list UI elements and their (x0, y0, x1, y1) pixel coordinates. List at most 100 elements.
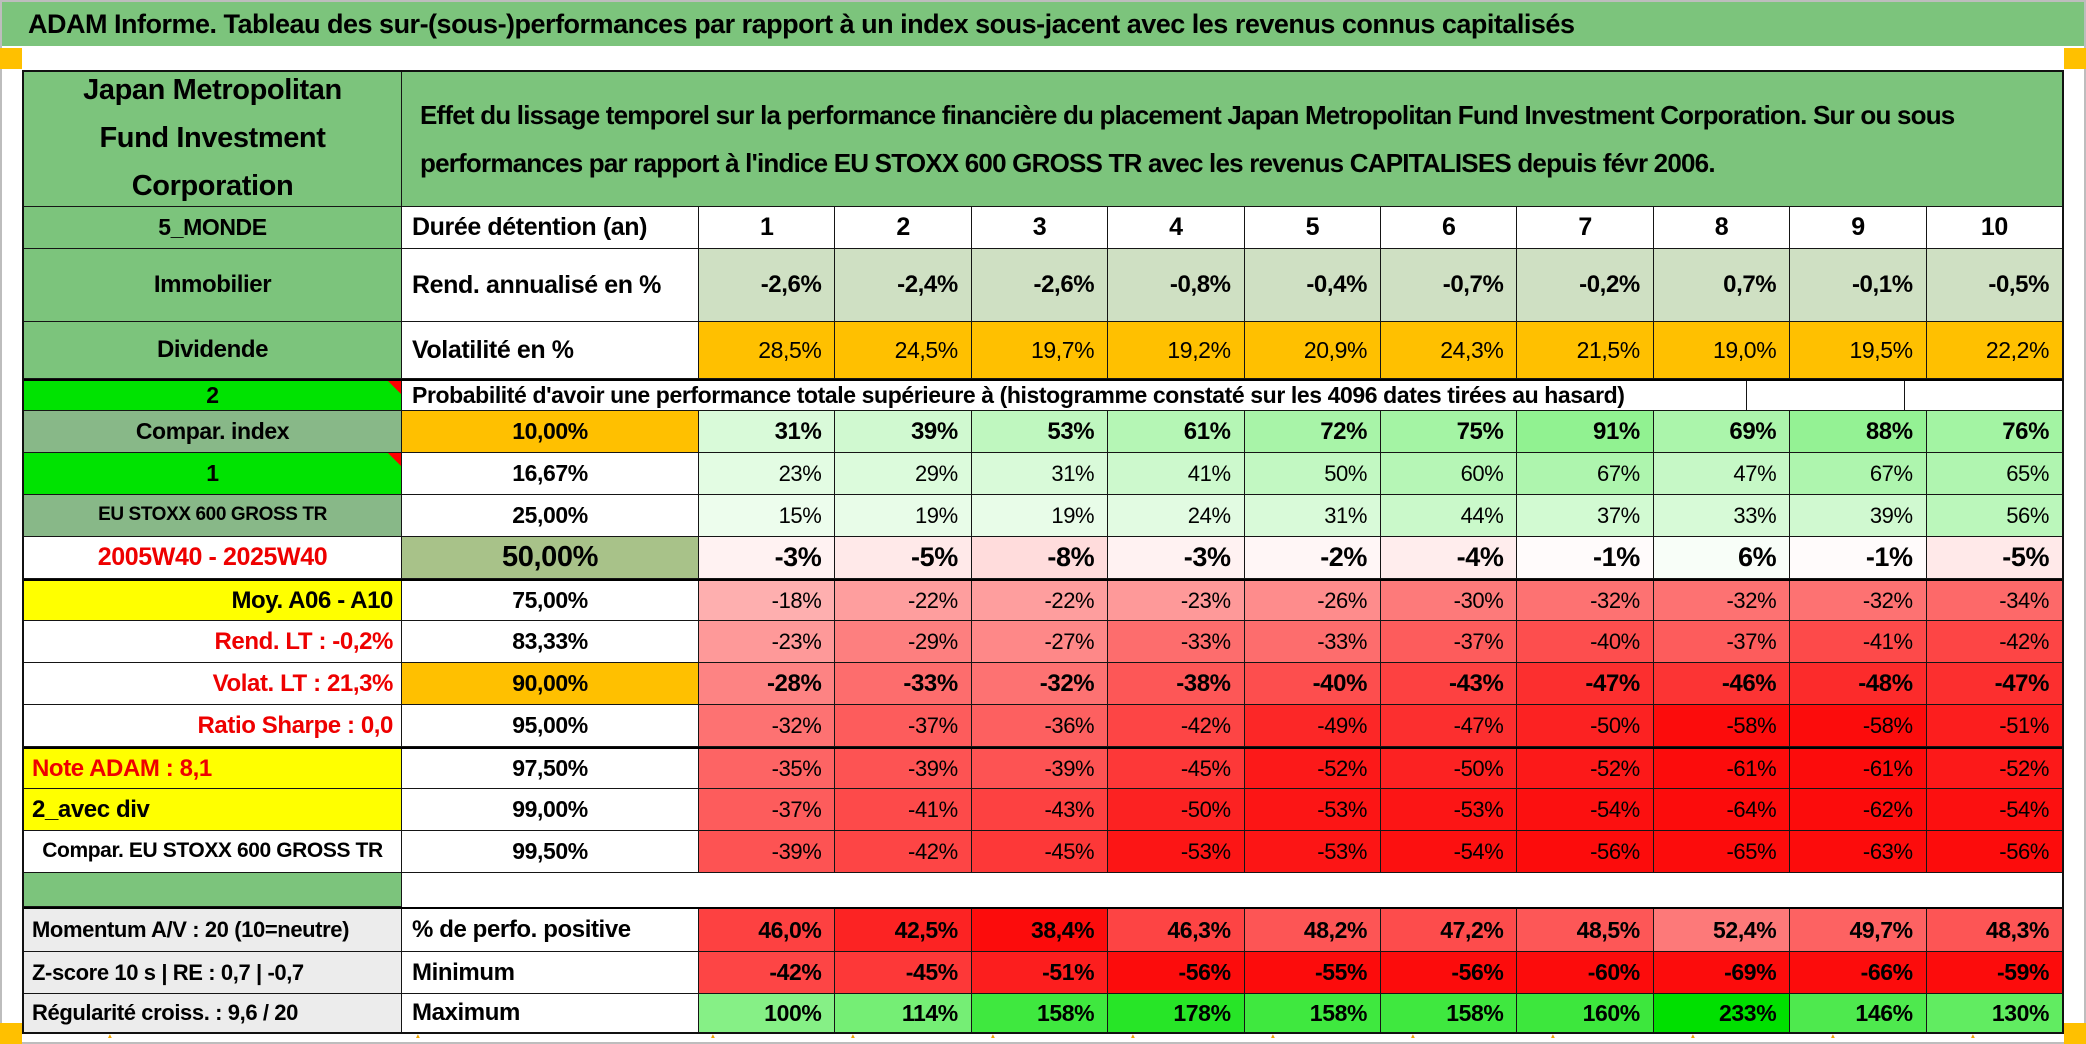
value-cell: -41% (1790, 621, 1927, 663)
column-header-cell: 1 (699, 207, 836, 249)
value-cell: 88% (1790, 411, 1927, 453)
row-label-cell: Compar. index (24, 411, 402, 453)
report-title: ADAM Informe. Tableau des sur-(sous-)per… (28, 8, 1575, 39)
value-cell: -32% (971, 663, 1109, 705)
value-cell: 130% (1926, 994, 2063, 1032)
value-cell: -51% (1926, 705, 2063, 747)
value-cell: -38% (1108, 663, 1245, 705)
table-row: EU STOXX 600 GROSS TR 25,00% 15% 19% 19% 24% 3… (24, 495, 2063, 537)
value-cell: 72% (1244, 411, 1382, 453)
value-cell: -32% (1517, 581, 1654, 621)
value-cell: -0,7% (1381, 249, 1518, 322)
value-cell: -54% (1381, 831, 1518, 873)
value-cell: -39% (971, 749, 1109, 789)
value-cell: 53% (971, 411, 1109, 453)
row-label-cell: Immobilier (24, 249, 402, 322)
value-cell: 37% (1517, 495, 1654, 537)
orange-mark-icon: ▲ (703, 1029, 723, 1038)
column-header-cell: 3 (971, 207, 1109, 249)
value-cell: -33% (1108, 621, 1245, 663)
value-cell: 19,5% (1790, 322, 1927, 379)
value-cell: -53% (1108, 831, 1245, 873)
table-row: 5_MONDE Durée détention (an) 1 2 3 4 5 6 7 8 9 10 (24, 207, 2063, 249)
column-header-cell: 9 (1790, 207, 1927, 249)
value-cell: -55% (1244, 952, 1382, 994)
corner-accent-square (2064, 1023, 2086, 1044)
corner-accent-square (0, 1023, 22, 1044)
value-cell: -40% (1244, 663, 1382, 705)
value-cell: -52% (1517, 749, 1654, 789)
table-row: Z-score 10 s | RE : 0,7 | -0,7 Minimum -42… (24, 952, 2063, 994)
table-row: Volat. LT : 21,3% 90,00% -28% -33% -32% -38% -… (24, 663, 2063, 705)
value-cell: -46% (1653, 663, 1791, 705)
orange-mark-icon: ▲ (1823, 1029, 1843, 1038)
threshold-cell: 97,50% (402, 749, 699, 789)
value-cell: -33% (1244, 621, 1382, 663)
value-cell: -61% (1653, 749, 1791, 789)
row-label-cell: Rend. LT : -0,2% (24, 621, 402, 663)
value-cell: -41% (835, 789, 972, 831)
value-cell: 41% (1108, 453, 1245, 495)
value-cell: 39% (1790, 495, 1927, 537)
metric-label-cell: Durée détention (an) (402, 207, 699, 249)
value-cell: -32% (1653, 581, 1791, 621)
row-label-cell: Momentum A/V : 20 (10=neutre) (24, 909, 402, 952)
value-cell: 50% (1244, 453, 1382, 495)
value-cell: 33% (1653, 495, 1791, 537)
value-cell: -47% (1926, 663, 2063, 705)
threshold-cell: 25,00% (402, 495, 699, 537)
value-cell: -56% (1381, 952, 1518, 994)
table-row: Immobilier Rend. annualisé en % -2,6% -2,4%… (24, 249, 2063, 322)
value-cell: -53% (1381, 789, 1518, 831)
value-cell: -43% (1381, 663, 1518, 705)
probability-caption-cell: Probabilité d'avoir une performance tota… (402, 381, 1747, 411)
value-cell: -39% (835, 749, 972, 789)
value-cell: -42% (1926, 621, 2063, 663)
value-cell: -59% (1926, 952, 2063, 994)
value-cell: -0,2% (1517, 249, 1654, 322)
orange-mark-icon: ▲ (1123, 1029, 1143, 1038)
column-header-cell: 5 (1244, 207, 1382, 249)
value-cell: 19,7% (971, 322, 1109, 379)
value-cell: -37% (699, 789, 836, 831)
value-cell: -62% (1790, 789, 1927, 831)
value-cell: -52% (1926, 749, 2063, 789)
orange-mark-icon: ▲ (843, 1029, 863, 1038)
value-cell: 38,4% (971, 909, 1109, 952)
value-cell: -1% (1790, 537, 1927, 579)
value-cell: -37% (835, 705, 972, 747)
table-row: Note ADAM : 8,1 97,50% -35% -39% -39% -45% -52… (24, 747, 2063, 789)
value-cell: -54% (1926, 789, 2063, 831)
row-label-cell: Dividende (24, 322, 402, 379)
value-cell: 19,2% (1108, 322, 1245, 379)
value-cell: 69% (1653, 411, 1791, 453)
value-cell: -22% (971, 581, 1109, 621)
row-label-cell: Volat. LT : 21,3% (24, 663, 402, 705)
metric-label-cell: Rend. annualisé en % (402, 249, 699, 322)
value-cell: 15% (699, 495, 836, 537)
value-cell: 31% (971, 453, 1109, 495)
value-cell: -22% (835, 581, 972, 621)
value-cell: -23% (699, 621, 836, 663)
row-label-cell: 2 (24, 381, 402, 411)
value-cell: 158% (971, 994, 1109, 1032)
value-cell: -50% (1108, 789, 1245, 831)
value-cell: -2% (1244, 537, 1382, 579)
report-table: Japan Metropolitan Fund Investment Corpo… (22, 70, 2064, 1034)
value-cell: 60% (1381, 453, 1518, 495)
value-cell: 23% (699, 453, 836, 495)
value-cell: -26% (1244, 581, 1382, 621)
row-label-cell: Moy. A06 - A10 (24, 581, 402, 621)
value-cell: 19,0% (1653, 322, 1791, 379)
table-row: Compar. EU STOXX 600 GROSS TR 99,50% -39% -… (24, 831, 2063, 873)
description-cell: Effet du lissage temporel sur la perform… (402, 72, 2062, 207)
value-cell: -23% (1108, 581, 1245, 621)
value-cell: 31% (1244, 495, 1382, 537)
value-cell: -34% (1926, 581, 2063, 621)
value-cell: 65% (1926, 453, 2063, 495)
orange-mark-icon: ▲ (408, 1029, 428, 1038)
corner-accent-square (2064, 48, 2086, 69)
value-cell: 178% (1108, 994, 1245, 1032)
value-cell: -2,4% (835, 249, 972, 322)
